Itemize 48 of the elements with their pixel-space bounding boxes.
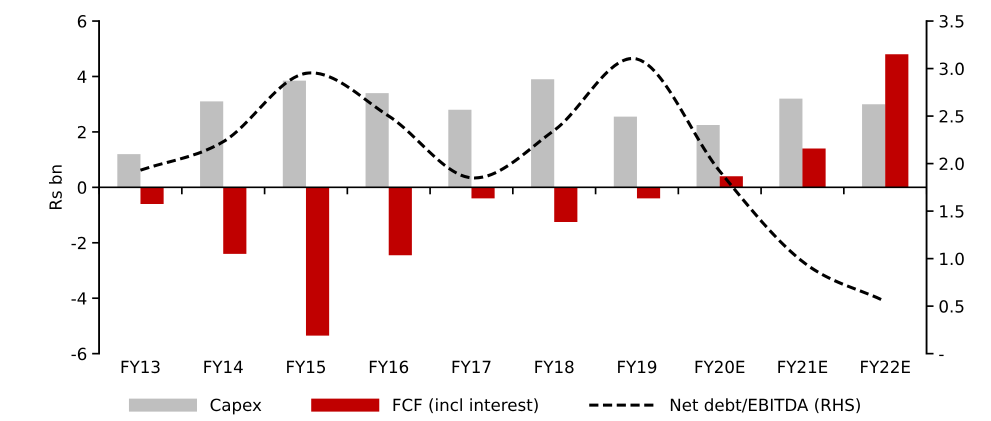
- y2-tick-label: 1.0: [940, 252, 964, 266]
- bar: [554, 187, 578, 222]
- x-tick-label: FY17: [452, 360, 491, 373]
- bar: [366, 93, 389, 188]
- bar: [779, 98, 802, 188]
- x-tick-label: FY22E: [861, 360, 910, 373]
- bar: [471, 187, 495, 198]
- bar: [200, 101, 224, 188]
- bar: [223, 187, 246, 254]
- legend-label: Capex: [210, 398, 262, 414]
- y2-tick-label: 0.5: [939, 300, 964, 313]
- bar: [388, 187, 412, 256]
- x-tick-label: FY16: [370, 360, 408, 374]
- bar: [862, 104, 886, 188]
- y2-tick-label: 3.0: [940, 62, 964, 76]
- bar: [885, 54, 908, 188]
- y-tick-label: -2: [71, 236, 86, 250]
- y-tick-label: 6: [78, 15, 86, 28]
- y-tick-label: -4: [71, 292, 86, 305]
- x-tick-label: FY20E: [696, 360, 744, 374]
- y-tick-label: 2: [78, 126, 86, 138]
- y2-tick-label: -: [939, 354, 944, 356]
- y2-tick-label: 1.5: [940, 205, 964, 218]
- legend-label: FCF (incl interest): [394, 398, 538, 414]
- bar: [448, 110, 472, 188]
- bar: [140, 187, 164, 204]
- y2-tick-label: 2.5: [940, 110, 964, 123]
- legend-label: Net debt/EBITDA (RHS): [670, 398, 860, 414]
- bar: [282, 80, 306, 188]
- x-tick-label: FY21E: [778, 360, 828, 373]
- bar: [531, 79, 554, 188]
- bar: [696, 124, 720, 188]
- x-tick-label: FY18: [535, 360, 574, 374]
- y2-tick-label: 3.5: [940, 15, 964, 28]
- y-tick-label: 4: [78, 70, 86, 83]
- x-tick-label: FY19: [618, 360, 656, 374]
- y2-tick-label: 2.0: [940, 158, 964, 170]
- bar: [614, 116, 637, 188]
- x-tick-label: FY13: [122, 360, 160, 374]
- y-axis-title: Rs bn: [48, 165, 62, 210]
- bar: [636, 187, 660, 198]
- x-tick-label: FY15: [287, 360, 326, 374]
- bar: [306, 187, 330, 336]
- y-tick-label: -6: [71, 348, 86, 360]
- bar: [117, 154, 140, 188]
- bar: [802, 148, 826, 188]
- x-tick-label: FY14: [204, 360, 243, 373]
- y-tick-label: 0: [78, 181, 86, 194]
